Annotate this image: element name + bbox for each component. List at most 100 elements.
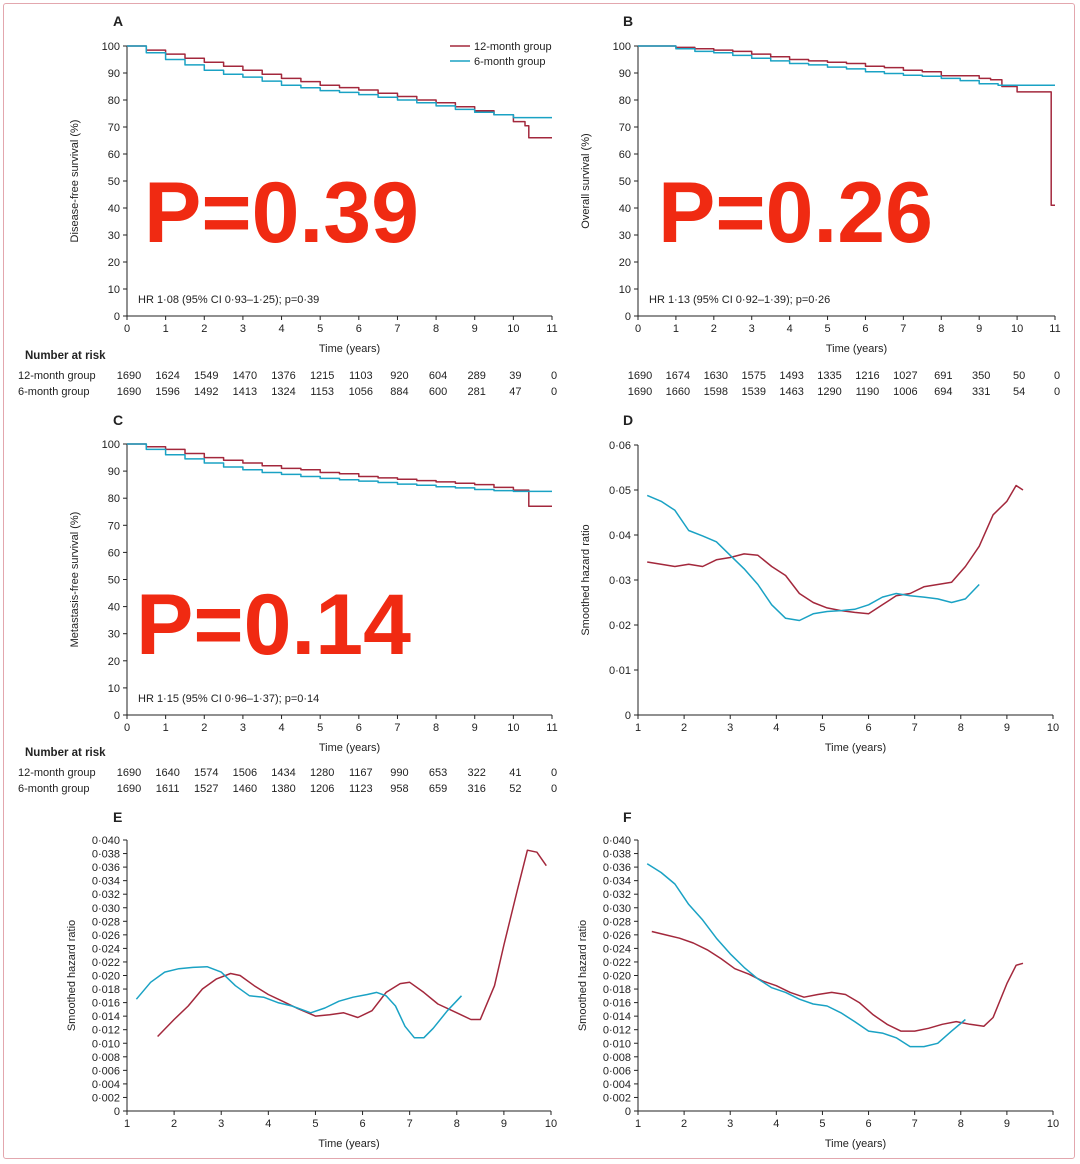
y-tick-label: 50 [108,176,120,188]
y-tick-label: 90 [619,68,631,80]
risk-count: 1324 [271,386,295,398]
series-12-month-line [157,849,547,1038]
risk-count: 316 [468,783,486,795]
panel-a: A 0 1 2 3 4 5 6 7 8 9 10 11 0 10 20 30 40 50 60 70 80 90 100 Tim… [18,13,558,398]
y-tick-label: 40 [619,203,631,215]
y-tick-label: 50 [108,575,120,587]
hazard-ratio-text: HR 1·08 (95% CI 0·93–1·25); p=0·39 [138,294,319,306]
y-tick-label: 10 [619,284,631,296]
x-tick-label: 7 [394,722,400,734]
risk-count: 1413 [233,386,257,398]
risk-count: 1380 [271,783,295,795]
risk-count: 1596 [155,386,179,398]
y-tick-label: 0·032 [603,889,631,901]
risk-count: 322 [468,767,486,779]
y-tick-label: 0·038 [603,849,631,861]
panel-label: E [113,809,122,825]
risk-count: 990 [390,767,408,779]
risk-count: 1690 [117,386,141,398]
x-tick-label: 0 [124,722,130,734]
y-tick-label: 40 [108,602,120,614]
risk-count: 350 [972,370,990,382]
risk-count: 958 [390,783,408,795]
risk-count: 1027 [893,370,917,382]
x-tick-label: 4 [278,722,284,734]
y-tick-label: 0 [114,710,120,722]
y-tick-label: 30 [108,230,120,242]
risk-count: 0 [551,767,557,779]
risk-count: 1539 [741,386,765,398]
risk-count: 0 [551,783,557,795]
y-tick-label: 0·026 [603,930,631,942]
series-6-month-line [127,45,552,119]
hazard-ratio-text: HR 1·15 (95% CI 0·96–1·37); p=0·14 [138,693,319,705]
x-tick-label: 4 [773,1118,779,1130]
number-at-risk-heading: Number at risk [25,350,106,362]
y-tick-label: 0·040 [603,835,631,847]
y-tick-label: 0·02 [609,620,631,632]
risk-count: 653 [429,767,447,779]
y-tick-label: 0·040 [92,835,120,847]
x-tick-label: 10 [1047,1118,1059,1130]
x-tick-label: 4 [787,323,793,335]
y-axis-title: Metastasis-free survival (%) [69,512,81,648]
y-tick-label: 0·038 [92,849,120,861]
x-tick-label: 6 [865,1118,871,1130]
x-tick-label: 6 [865,722,871,734]
y-tick-label: 100 [613,41,631,53]
y-tick-label: 80 [619,95,631,107]
x-tick-label: 2 [201,722,207,734]
panel-label: B [623,13,633,29]
risk-count: 1376 [271,370,295,382]
series-6-month-line [638,45,1055,86]
x-tick-label: 8 [958,722,964,734]
y-tick-label: 60 [619,149,631,161]
x-axis-title: Time (years) [318,1138,379,1150]
risk-count: 1280 [310,767,334,779]
panel-d: D 1 2 3 4 5 6 7 8 9 10 0 0·01 0·02 0·03 0·04 0·05 0·06 Tim… [580,412,1059,754]
y-axis-title: Disease-free survival (%) [69,120,81,243]
y-tick-label: 0·006 [92,1065,120,1077]
x-tick-label: 0 [124,323,130,335]
y-tick-label: 80 [108,493,120,505]
y-tick-label: 60 [108,149,120,161]
risk-count: 281 [468,386,486,398]
risk-count: 41 [509,767,521,779]
risk-count: 1216 [855,370,879,382]
y-tick-label: 20 [108,257,120,269]
risk-count: 1470 [233,370,257,382]
y-tick-label: 60 [108,547,120,559]
risk-count: 1103 [349,370,373,382]
y-tick-label: 10 [108,284,120,296]
x-tick-label: 0 [635,323,641,335]
risk-count: 1549 [194,370,218,382]
series-6-month-line [135,965,463,1039]
risk-count: 289 [468,370,486,382]
x-tick-label: 10 [507,323,519,335]
p-value-overlay: P=0.39 [144,165,419,261]
y-tick-label: 10 [108,683,120,695]
y-tick-label: 20 [108,656,120,668]
risk-count: 1660 [666,386,690,398]
risk-count: 1690 [117,783,141,795]
x-tick-label: 2 [201,323,207,335]
risk-count: 331 [972,386,990,398]
y-tick-label: 0·06 [609,440,631,452]
y-tick-label: 0·024 [92,943,120,955]
legend-12-month-label: 12-month group [474,41,552,53]
risk-count: 50 [1013,370,1025,382]
risk-count: 1575 [741,370,765,382]
x-tick-label: 6 [359,1118,365,1130]
y-tick-label: 0·002 [603,1092,631,1104]
y-tick-label: 0·028 [603,916,631,928]
y-tick-label: 20 [619,257,631,269]
x-tick-label: 6 [356,722,362,734]
x-tick-label: 5 [317,722,323,734]
x-tick-label: 10 [507,722,519,734]
risk-count: 1434 [271,767,295,779]
x-tick-label: 9 [1004,1118,1010,1130]
y-tick-label: 0·022 [92,957,120,969]
risk-count: 691 [934,370,952,382]
risk-count: 54 [1013,386,1025,398]
